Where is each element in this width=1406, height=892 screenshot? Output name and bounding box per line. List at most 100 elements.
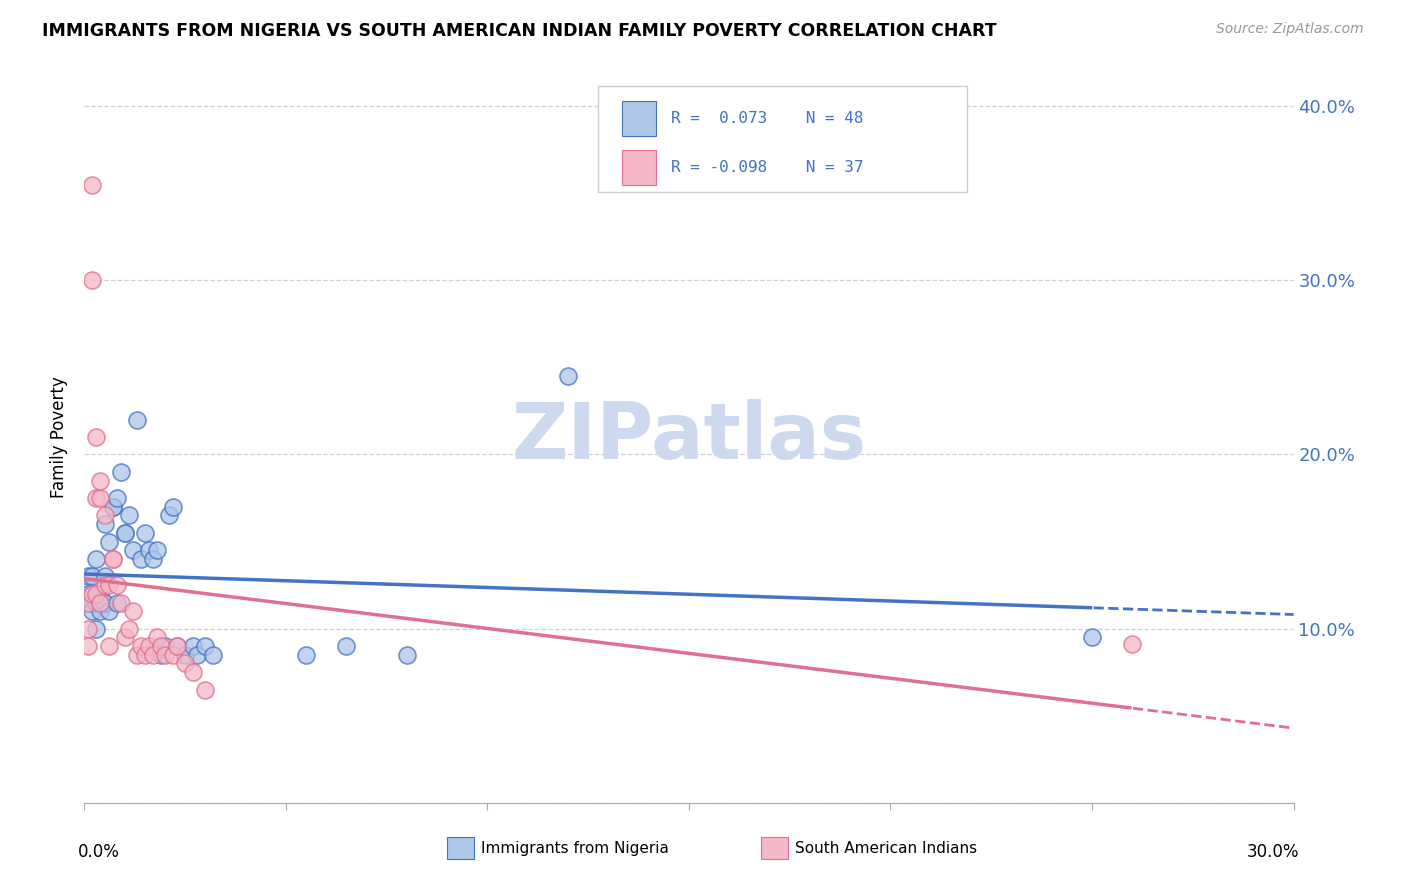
Text: Immigrants from Nigeria: Immigrants from Nigeria [481, 840, 669, 855]
Point [157, 508, 180, 523]
Point [77, 587, 100, 601]
Point [1121, 637, 1143, 651]
Point [162, 648, 184, 662]
Point [82, 587, 104, 601]
Point [86, 491, 108, 505]
Point [89, 595, 111, 609]
Point [97, 534, 120, 549]
Point [174, 648, 197, 662]
Point [89, 491, 111, 505]
Point [295, 648, 318, 662]
Point [105, 595, 128, 609]
Point [557, 369, 579, 384]
Point [118, 622, 141, 636]
Point [114, 631, 136, 645]
Text: IMMIGRANTS FROM NIGERIA VS SOUTH AMERICAN INDIAN FAMILY POVERTY CORRELATION CHAR: IMMIGRANTS FROM NIGERIA VS SOUTH AMERICA… [42, 22, 997, 40]
Point [114, 525, 136, 540]
Point [121, 604, 143, 618]
Point [77, 595, 100, 609]
Point [149, 639, 172, 653]
Point [93, 508, 115, 523]
Point [134, 525, 156, 540]
Point [181, 665, 204, 680]
Text: R =  0.073    N = 48: R = 0.073 N = 48 [671, 111, 863, 126]
Point [110, 465, 132, 479]
Point [86, 587, 108, 601]
Point [146, 543, 169, 558]
Point [395, 648, 418, 662]
Point [105, 491, 128, 505]
Point [202, 648, 225, 662]
Text: South American Indians: South American Indians [796, 840, 977, 855]
Point [82, 569, 104, 583]
Point [82, 604, 104, 618]
Point [186, 648, 208, 662]
Point [142, 648, 165, 662]
Point [194, 682, 217, 697]
Point [181, 639, 204, 653]
FancyBboxPatch shape [623, 101, 657, 136]
Point [149, 648, 172, 662]
FancyBboxPatch shape [447, 838, 474, 859]
Point [89, 604, 111, 618]
Point [77, 639, 100, 653]
Point [77, 622, 100, 636]
Point [153, 648, 176, 662]
Text: 0.0%: 0.0% [79, 843, 120, 861]
FancyBboxPatch shape [762, 838, 789, 859]
Point [97, 604, 120, 618]
Point [174, 657, 197, 671]
Point [121, 543, 143, 558]
FancyBboxPatch shape [599, 86, 967, 192]
Point [138, 543, 160, 558]
Point [105, 578, 128, 592]
Y-axis label: Family Poverty: Family Poverty [51, 376, 69, 498]
Text: R = -0.098    N = 37: R = -0.098 N = 37 [671, 160, 863, 175]
Point [86, 595, 108, 609]
Text: 30.0%: 30.0% [1247, 843, 1299, 861]
Point [110, 595, 132, 609]
Point [93, 569, 115, 583]
Point [1081, 631, 1104, 645]
Point [125, 412, 148, 426]
Point [77, 569, 100, 583]
Point [89, 474, 111, 488]
Point [134, 648, 156, 662]
Point [93, 517, 115, 532]
Point [129, 639, 152, 653]
Text: ZIPatlas: ZIPatlas [512, 399, 866, 475]
Point [153, 639, 176, 653]
Point [101, 500, 124, 514]
Point [77, 595, 100, 609]
Point [82, 273, 104, 287]
Point [82, 587, 104, 601]
Point [118, 508, 141, 523]
Point [146, 631, 169, 645]
Point [89, 595, 111, 609]
Point [166, 639, 188, 653]
Point [86, 622, 108, 636]
Point [82, 178, 104, 192]
Point [101, 500, 124, 514]
Point [93, 578, 115, 592]
Text: Source: ZipAtlas.com: Source: ZipAtlas.com [1216, 22, 1364, 37]
Point [114, 525, 136, 540]
Point [125, 648, 148, 662]
Point [93, 595, 115, 609]
Point [97, 578, 120, 592]
Point [82, 595, 104, 609]
Point [138, 639, 160, 653]
Point [162, 500, 184, 514]
Point [142, 552, 165, 566]
Point [86, 430, 108, 444]
Point [101, 552, 124, 566]
Point [86, 552, 108, 566]
FancyBboxPatch shape [623, 150, 657, 185]
Point [335, 639, 357, 653]
Point [101, 552, 124, 566]
Point [97, 639, 120, 653]
Point [129, 552, 152, 566]
Point [89, 587, 111, 601]
Point [166, 639, 188, 653]
Point [194, 639, 217, 653]
